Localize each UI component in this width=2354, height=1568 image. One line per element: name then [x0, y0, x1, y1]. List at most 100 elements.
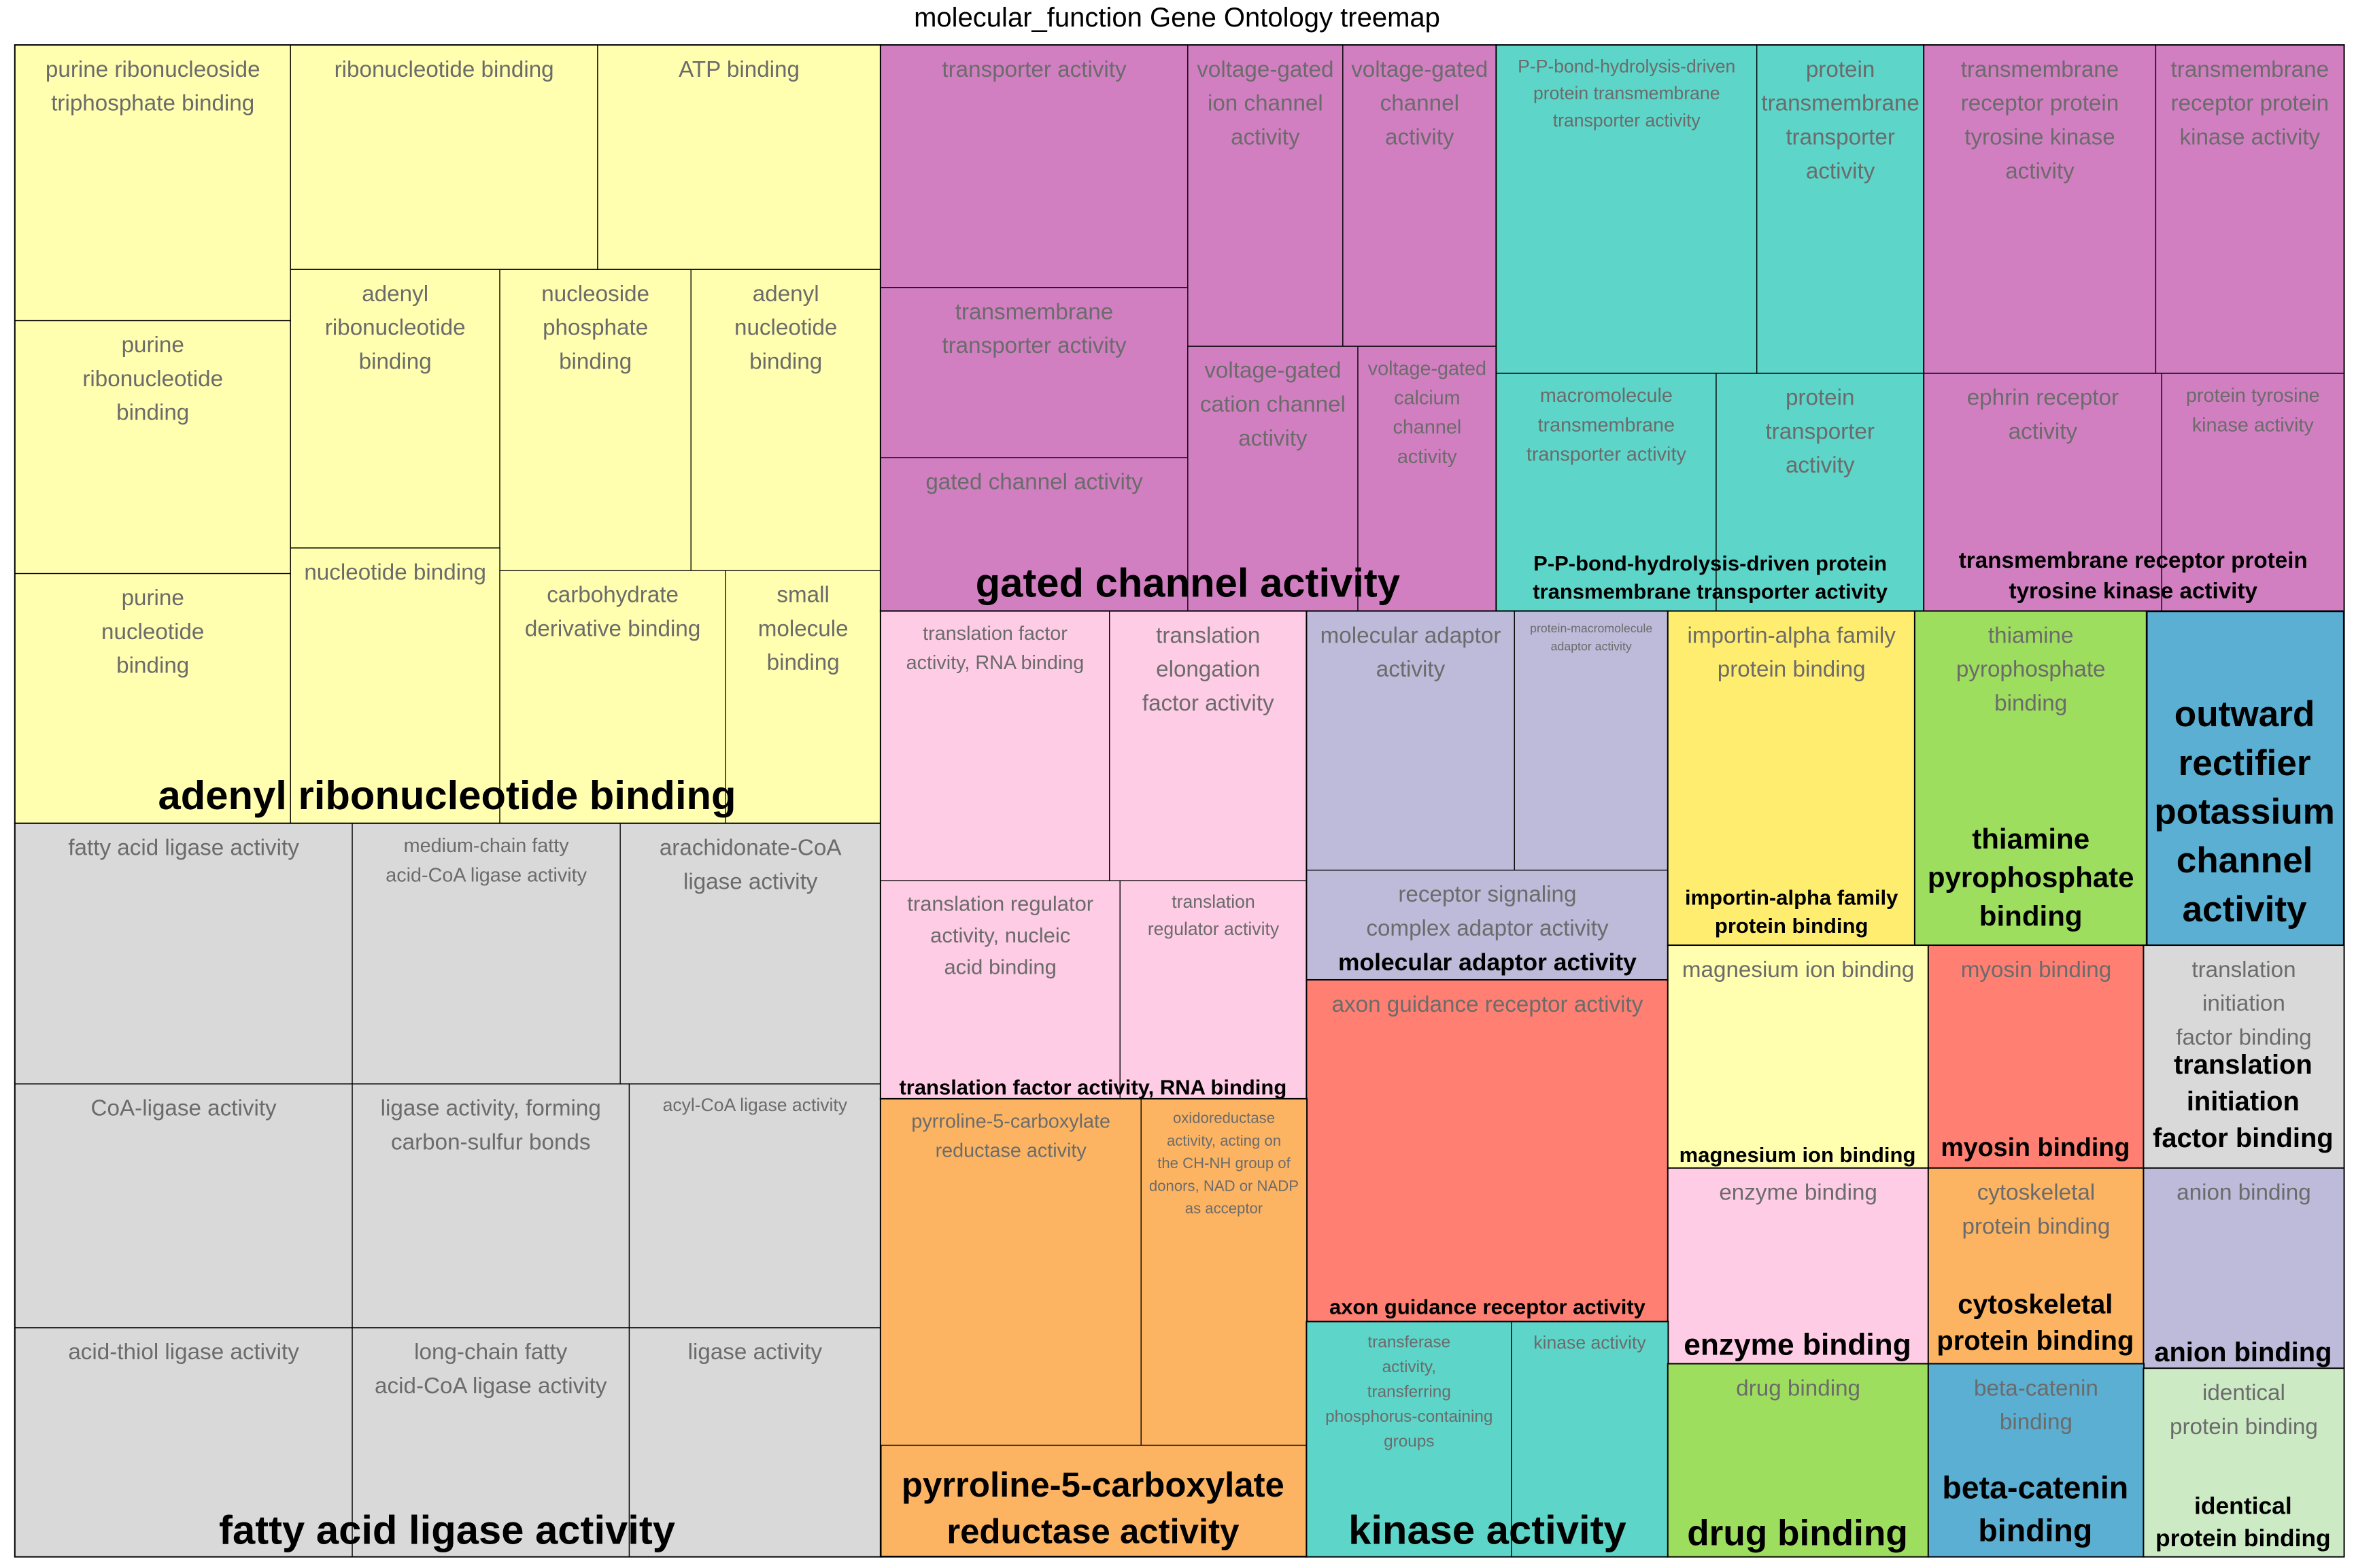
item-cell-importin-alpha-family-protein-binding	[1667, 611, 1915, 947]
item-label-transmembrane-transporter-activity: transmembrane transporter activity	[942, 299, 1127, 358]
group-label-outward-rectifier-potassium-channel-activity: outward rectifier potassium channel activity	[2154, 694, 2335, 930]
item-cell-transmembrane-receptor-protein-tyrosine-kinase-activity	[1923, 44, 2157, 374]
item-label-ligase-activity: ligase activity	[688, 1340, 823, 1365]
item-cell-ligase-activity	[628, 1327, 881, 1557]
item-label-arachidonate-coa-ligase-activity: arachidonate-CoA ligase activity	[660, 836, 842, 895]
item-label-small-molecule-binding: small molecule binding	[758, 583, 849, 676]
item-label-p-p-bond-hydrolysis-driven-protein-transmembrane-transporter: P-P-bond-hydrolysis-driven protein transm…	[1518, 56, 1735, 131]
group-label-p-p-bond-hydrolysis-driven-protein-transmembrane-transporter: P-P-bond-hydrolysis-driven protein transm…	[1533, 551, 1888, 604]
item-cell-magnesium-ion-binding	[1667, 944, 1929, 1169]
item-cell-anion-binding	[2143, 1168, 2344, 1369]
item-label-carbohydrate-derivative-binding: carbohydrate derivative binding	[525, 583, 700, 642]
item-label-receptor-signaling-complex-adaptor-activity: receptor signaling complex adaptor activi…	[1366, 882, 1609, 941]
item-cell-oxidoreductase-activity-acting-on-the-ch-nh-group-of-donors-	[1140, 1098, 1308, 1446]
item-cell-macromolecule-transmembrane-transporter-activity	[1496, 373, 1717, 612]
group-label-gated-channel-activity: gated channel activity	[976, 560, 1400, 606]
item-cell-protein-tyrosine-kinase-activity	[2161, 373, 2344, 612]
item-label-atp-binding: ATP binding	[679, 57, 800, 82]
item-label-adenyl-nucleotide-binding: adenyl nucleotide binding	[734, 282, 837, 375]
item-label-translation-initiation-factor-binding: translation initiation factor binding	[2176, 957, 2311, 1051]
item-label-myosin-binding: myosin binding	[1961, 957, 2111, 983]
item-label-nucleoside-phosphate-binding: nucleoside phosphate binding	[541, 282, 649, 375]
item-label-protein-transporter-activity: protein transporter activity	[1765, 386, 1875, 479]
item-label-ribonucleotide-binding: ribonucleotide binding	[335, 57, 554, 82]
item-label-translation-regulator-activity-nucleic-acid-binding: translation regulator activity, nucleic ac…	[907, 891, 1093, 978]
item-label-pyrroline-5-carboxylate-reductase-activity: pyrroline-5-carboxylate reductase activit…	[911, 1110, 1110, 1161]
item-label-transferase-activity-transferring-phosphorus-containing-grou: transferase activity, transferring phosphor…	[1325, 1333, 1492, 1451]
item-label-magnesium-ion-binding: magnesium ion binding	[1682, 957, 1914, 983]
item-label-nucleotide-binding: nucleotide binding	[304, 560, 486, 585]
group-label-cytoskeletal-protein-binding: cytoskeletal protein binding	[1937, 1289, 2134, 1356]
item-cell-arachidonate-coa-ligase-activity	[619, 823, 881, 1085]
item-cell-coa-ligase-activity	[14, 1083, 353, 1329]
group-label-anion-binding: anion binding	[2154, 1337, 2332, 1367]
item-cell-transmembrane-transporter-activity	[880, 287, 1189, 458]
item-cell-purine-nucleotide-binding	[14, 573, 291, 824]
item-label-translation-regulator-activity: translation regulator activity	[1148, 891, 1280, 939]
item-cell-acyl-coa-ligase-activity	[628, 1083, 881, 1329]
item-cell-transferase-activity-transferring-phosphorus-containing-grou	[1306, 1321, 1512, 1557]
item-cell-voltage-gated-cation-channel-activity	[1187, 345, 1359, 612]
item-label-voltage-gated-ion-channel-activity: voltage-gated ion channel activity	[1197, 57, 1333, 150]
item-label-translation-factor-activity-rna-binding: translation factor activity, RNA binding	[906, 623, 1085, 674]
item-label-drug-binding: drug binding	[1736, 1376, 1860, 1401]
item-cell-ribonucleotide-binding	[290, 44, 598, 270]
group-label-magnesium-ion-binding: magnesium ion binding	[1679, 1143, 1916, 1167]
group-label-adenyl-ribonucleotide-binding: adenyl ribonucleotide binding	[158, 772, 736, 818]
item-label-purine-nucleotide-binding: purine nucleotide binding	[101, 585, 204, 679]
item-cell-p-p-bond-hydrolysis-driven-protein-transmembrane-transporter	[1496, 44, 1758, 374]
item-cell-drug-binding	[1667, 1363, 1929, 1557]
item-label-voltage-gated-channel-activity: voltage-gated channel activity	[1351, 57, 1488, 150]
item-cell-voltage-gated-ion-channel-activity	[1187, 44, 1344, 347]
item-cell-purine-ribonucleotide-binding	[14, 320, 291, 575]
item-label-anion-binding: anion binding	[2177, 1180, 2311, 1206]
item-label-purine-ribonucleotide-binding: purine ribonucleotide binding	[82, 333, 223, 426]
item-cell-ephrin-receptor-activity	[1923, 373, 2162, 612]
item-label-beta-catenin-binding: beta-catenin binding	[1974, 1376, 2098, 1435]
item-cell-translation-regulator-activity	[1119, 880, 1308, 1100]
item-cell-long-chain-fatty-acid-coa-ligase-activity	[352, 1327, 630, 1557]
item-label-identical-protein-binding: identical protein binding	[2170, 1380, 2318, 1439]
item-label-purine-ribonucleoside-triphosphate-binding: purine ribonucleoside triphosphate bindin…	[46, 57, 260, 116]
item-cell-translation-elongation-factor-activity	[1109, 611, 1308, 881]
item-label-fatty-acid-ligase-activity: fatty acid ligase activity	[68, 836, 299, 861]
item-label-importin-alpha-family-protein-binding: importin-alpha family protein binding	[1687, 623, 1896, 682]
item-label-coa-ligase-activity: CoA-ligase activity	[91, 1096, 277, 1121]
item-cell-translation-initiation-factor-binding	[2143, 944, 2344, 1169]
group-label-pyrroline-5-carboxylate-reductase-activity: pyrroline-5-carboxylate reductase activit…	[902, 1465, 1284, 1551]
group-label-transmembrane-receptor-protein-tyrosine-kinase-activity: transmembrane receptor protein tyrosine k…	[1959, 548, 2308, 604]
item-cell-fatty-acid-ligase-activity	[14, 823, 353, 1085]
item-label-transporter-activity: transporter activity	[942, 57, 1127, 82]
item-cell-kinase-activity	[1511, 1321, 1669, 1557]
item-cell-transmembrane-receptor-protein-kinase-activity	[2155, 44, 2344, 374]
item-label-acid-thiol-ligase-activity: acid-thiol ligase activity	[68, 1340, 299, 1365]
item-cell-acid-thiol-ligase-activity	[14, 1327, 353, 1557]
item-label-acyl-coa-ligase-activity: acyl-CoA ligase activity	[663, 1095, 848, 1115]
group-label-translation-initiation-factor-binding: translation initiation factor binding	[2153, 1050, 2334, 1153]
item-cell-molecular-adaptor-activity	[1306, 611, 1515, 871]
group-label-importin-alpha-family-protein-binding: importin-alpha family protein binding	[1685, 885, 1898, 938]
group-cell-outward-rectifier-potassium-channel-activity	[2145, 610, 2345, 947]
item-cell-identical-protein-binding	[2143, 1367, 2344, 1557]
item-cell-pyrroline-5-carboxylate-reductase-activity	[880, 1098, 1142, 1446]
group-label-myosin-binding: myosin binding	[1941, 1133, 2130, 1161]
item-cell-beta-catenin-binding	[1928, 1363, 2145, 1557]
item-label-enzyme-binding: enzyme binding	[1719, 1180, 1877, 1206]
item-label-protein-tyrosine-kinase-activity: protein tyrosine kinase activity	[2186, 385, 2320, 436]
item-cell-cytoskeletal-protein-binding	[1928, 1168, 2145, 1365]
item-cell-medium-chain-fatty-acid-coa-ligase-activity	[352, 823, 621, 1085]
item-cell-gated-channel-activity	[880, 457, 1189, 612]
item-label-voltage-gated-calcium-channel-activity: voltage-gated calcium channel activity	[1368, 358, 1486, 468]
item-label-molecular-adaptor-activity: molecular adaptor activity	[1320, 623, 1501, 682]
group-label-molecular-adaptor-activity: molecular adaptor activity	[1338, 949, 1637, 976]
item-label-protein-macromolecule-adaptor-activity: protein-macromolecule adaptor activity	[1530, 621, 1652, 653]
item-label-transmembrane-receptor-protein-kinase-activity: transmembrane receptor protein kinase acti…	[2171, 57, 2330, 150]
item-cell-transporter-activity	[880, 44, 1189, 288]
item-cell-voltage-gated-channel-activity	[1342, 44, 1497, 347]
item-label-kinase-activity: kinase activity	[1533, 1333, 1646, 1353]
item-label-macromolecule-transmembrane-transporter-activity: macromolecule transmembrane transporter ac…	[1526, 385, 1687, 465]
group-label-axon-guidance-receptor-activity: axon guidance receptor activity	[1329, 1295, 1646, 1319]
item-cell-voltage-gated-calcium-channel-activity	[1357, 345, 1497, 612]
group-label-thiamine-pyrophosphate-binding: thiamine pyrophosphate binding	[1928, 823, 2134, 932]
